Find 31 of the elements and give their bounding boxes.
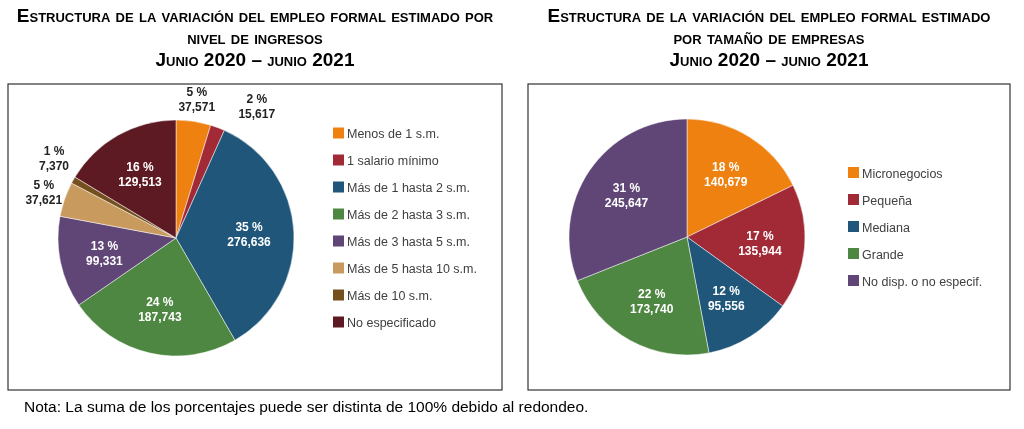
legend-label: Más de 3 hasta 5 s.m. (347, 235, 470, 249)
data-label: 12 % 95,556 (707, 284, 745, 314)
legend-label: Grande (862, 247, 904, 262)
data-label: 2 % 15,617 (238, 92, 276, 122)
data-label: 16 % 129,513 (118, 159, 163, 189)
legend-label: Pequeña (862, 193, 913, 208)
legend-label: No disp. o no especif. (862, 274, 983, 289)
legend-label: 1 salario mínimo (347, 154, 439, 168)
legend-label: No especificado (347, 316, 436, 330)
data-label: 31 % 245,647 (604, 181, 649, 211)
data-label: 5 % 37,621 (25, 177, 63, 207)
chart-subtitle: Junio 2020 – junio 2021 (155, 49, 355, 70)
data-label: 18 % 140,679 (704, 160, 748, 190)
legend-label: Más de 5 hasta 10 s.m. (347, 262, 477, 276)
legend-label: Más de 10 s.m. (347, 289, 433, 303)
chart-subtitle: Junio 2020 – junio 2021 (669, 49, 869, 70)
text: Nota: La suma de los porcentajes puede ser distinta de 100% debido al redondeo. (24, 398, 589, 415)
chart-title: Estructura de la variación del empleo formal estimado por nivel de ingresos (16, 5, 494, 48)
chart-title: Estructura de la variación del empleo formal estimado por tamaño de empresas (547, 5, 991, 48)
data-label: 1 % 7,370 (39, 143, 70, 173)
data-label: 24 % 187,743 (138, 294, 182, 324)
legend-label: Menos de 1 s.m. (347, 127, 440, 141)
data-label: 13 % 99,331 (86, 238, 124, 268)
data-label: 22 % 173,740 (630, 286, 674, 316)
legend-label: Mediana (862, 220, 910, 235)
data-label: 17 % 135,944 (738, 228, 782, 258)
legend-label: Más de 2 hasta 3 s.m. (347, 208, 470, 222)
data-label: 35 % 276,636 (227, 219, 272, 249)
legend-label: Micronegocios (862, 166, 943, 181)
legend-label: Más de 1 hasta 2 s.m. (347, 181, 470, 195)
data-label: 5 % 37,571 (178, 85, 216, 115)
